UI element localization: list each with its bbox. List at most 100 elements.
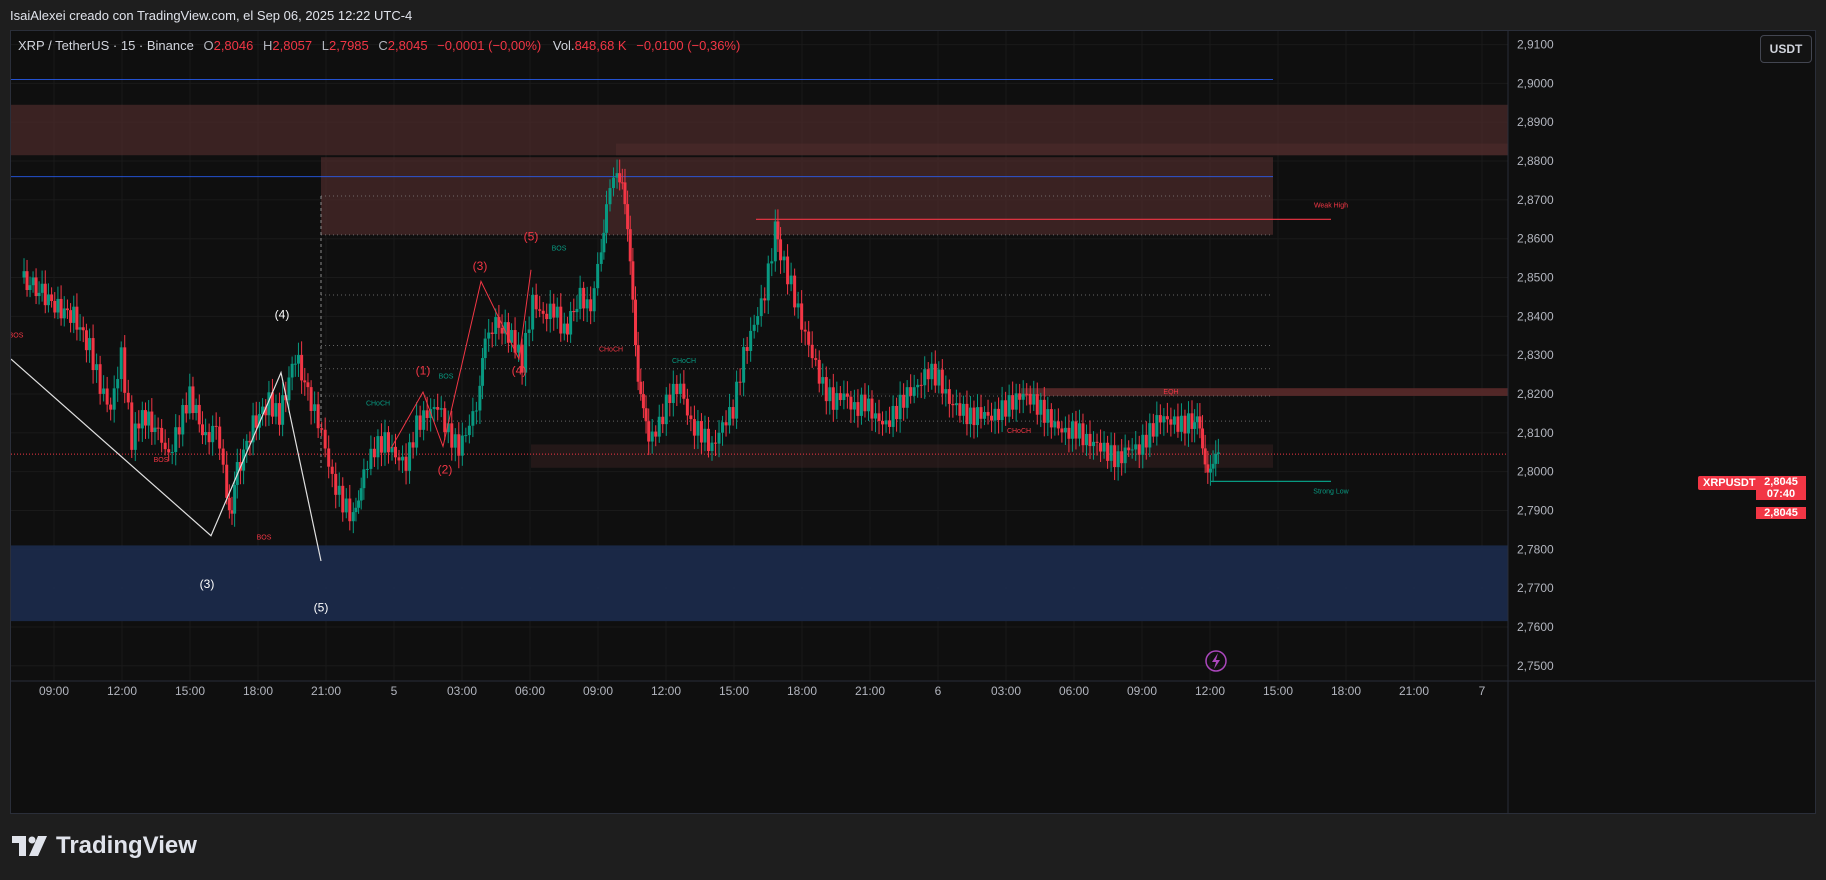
candle-body bbox=[218, 426, 222, 449]
candle-body bbox=[78, 327, 82, 330]
bos-label: BOS bbox=[552, 245, 567, 252]
candle-body bbox=[972, 407, 976, 426]
candle-body bbox=[214, 425, 218, 427]
candle-body bbox=[257, 413, 261, 428]
candle-body bbox=[254, 415, 258, 428]
wave-label-white: (5) bbox=[314, 600, 329, 614]
candle-body bbox=[654, 431, 658, 437]
candle-body bbox=[930, 363, 934, 380]
wave-label-white: (3) bbox=[200, 577, 215, 591]
price-tick-label: 2,8800 bbox=[1517, 154, 1554, 168]
candle-body bbox=[639, 381, 643, 395]
currency-button[interactable]: USDT bbox=[1760, 35, 1812, 63]
candle-body bbox=[599, 252, 603, 264]
candle-body bbox=[947, 389, 951, 404]
candle-body bbox=[323, 429, 327, 449]
time-tick-label: 09:00 bbox=[583, 684, 613, 698]
candle-body bbox=[618, 173, 622, 183]
candle-body bbox=[418, 415, 422, 430]
lightning-icon[interactable] bbox=[1205, 650, 1227, 672]
candle-body bbox=[657, 416, 661, 437]
candle-body bbox=[1046, 409, 1050, 423]
candle-body bbox=[859, 394, 863, 416]
candle-body bbox=[65, 308, 69, 311]
candle-body bbox=[277, 403, 281, 425]
elliott-wave-white bbox=[11, 358, 322, 562]
candle-body bbox=[612, 177, 616, 189]
candle-body bbox=[1211, 463, 1215, 469]
candle-body bbox=[383, 432, 387, 453]
bos-label: BOS bbox=[257, 535, 272, 542]
candle-body bbox=[650, 431, 654, 442]
candle-body bbox=[330, 466, 334, 474]
candle-body bbox=[682, 383, 686, 399]
candle-body bbox=[993, 408, 997, 421]
candle-body bbox=[1158, 415, 1162, 423]
price-tick-label: 2,7900 bbox=[1517, 503, 1554, 517]
candle-body bbox=[874, 413, 878, 419]
candle-body bbox=[592, 288, 596, 312]
candle-body bbox=[43, 283, 47, 306]
candle-body bbox=[22, 271, 26, 278]
candle-body bbox=[53, 300, 57, 313]
candle-body bbox=[471, 411, 475, 426]
candle-body bbox=[513, 330, 517, 353]
time-tick-label: 12:00 bbox=[1195, 684, 1225, 698]
candle-body bbox=[245, 440, 249, 450]
candle-body bbox=[225, 464, 229, 498]
eqh-label: EQH bbox=[1163, 389, 1178, 396]
price-tick-label: 2,8300 bbox=[1517, 348, 1554, 362]
candle-body bbox=[1088, 433, 1092, 447]
candle-body bbox=[636, 345, 640, 382]
candle-body bbox=[327, 448, 331, 467]
candle-body bbox=[1077, 423, 1081, 439]
candle-body bbox=[647, 421, 651, 442]
candle-body bbox=[1099, 442, 1103, 452]
candle-body bbox=[531, 294, 535, 330]
candle-body bbox=[983, 412, 987, 419]
time-tick-label: 15:00 bbox=[719, 684, 749, 698]
chart-panel[interactable]: Weak High Strong Low EQH BOS BOS BOS BOS BOS CHo… bbox=[10, 30, 1816, 814]
candle-body bbox=[763, 298, 767, 301]
candle-body bbox=[699, 420, 703, 443]
candlestick-chart[interactable]: Weak High Strong Low EQH BOS BOS BOS BOS BOS CHo… bbox=[11, 31, 1815, 813]
candle-body bbox=[1176, 416, 1180, 432]
candle-body bbox=[133, 423, 137, 450]
candle-body bbox=[267, 392, 271, 416]
candle-body bbox=[968, 407, 972, 425]
candle-body bbox=[126, 392, 130, 403]
candle-body bbox=[796, 303, 800, 308]
candle-body bbox=[119, 347, 123, 380]
candle-body bbox=[1144, 434, 1148, 448]
candle-body bbox=[678, 383, 682, 395]
candle-body bbox=[1214, 453, 1218, 464]
candle-body bbox=[105, 388, 109, 405]
candle-body bbox=[386, 432, 390, 453]
candle-body bbox=[803, 329, 807, 332]
candle-body bbox=[153, 427, 157, 433]
candle-body bbox=[503, 322, 507, 334]
tradingview-logo[interactable]: TradingView bbox=[12, 832, 197, 860]
candle-body bbox=[287, 377, 291, 401]
candle-body bbox=[274, 403, 278, 417]
candle-body bbox=[494, 317, 498, 334]
symbol-name[interactable]: XRP / TetherUS · 15 · Binance bbox=[18, 38, 194, 53]
candle-body bbox=[25, 271, 29, 291]
candle-body bbox=[824, 377, 828, 402]
candle-body bbox=[696, 420, 700, 436]
time-tick-label: 06:00 bbox=[1059, 684, 1089, 698]
candle-body bbox=[538, 309, 542, 311]
candle-body bbox=[123, 347, 127, 393]
candle-body bbox=[773, 221, 777, 262]
candle-body bbox=[59, 298, 63, 319]
candle-body bbox=[1018, 393, 1022, 400]
candle-body bbox=[752, 324, 756, 331]
candle-body bbox=[888, 420, 892, 427]
candle-body bbox=[359, 488, 363, 501]
candle-body bbox=[1216, 452, 1220, 454]
last-price-tag: 2,8045 07:40 bbox=[1756, 476, 1806, 500]
tradingview-brand: TradingView bbox=[56, 832, 197, 859]
candle-body bbox=[604, 204, 608, 233]
candle-body bbox=[895, 405, 899, 420]
candle-body bbox=[1021, 393, 1025, 400]
